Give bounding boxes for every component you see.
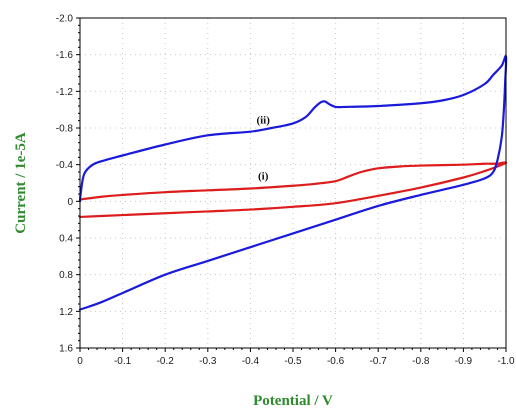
y-tick-label: 0.4: [59, 234, 73, 245]
x-tick-label: -0.2: [157, 356, 175, 367]
y-tick-label: -2.0: [56, 14, 74, 25]
data-series: [78, 54, 508, 311]
curve-label-1: (i): [258, 170, 269, 182]
y-tick-label: -1.6: [56, 50, 74, 61]
x-axis-label: Potential / V: [253, 393, 333, 409]
x-tick-label: -0.1: [114, 356, 132, 367]
grid-lines: [80, 18, 506, 348]
x-tick-label: -0.9: [455, 356, 473, 367]
y-tick-label: 1.6: [59, 344, 73, 355]
curve-label-2: (ii): [256, 114, 270, 126]
x-tick-label: -0.3: [199, 356, 217, 367]
series-line-1: [78, 161, 508, 219]
y-tick-label: -0.4: [56, 160, 74, 171]
x-tick-label: -0.8: [412, 356, 430, 367]
y-axis-ticks: -2.0 -1.6 -1.2 -0.8 -0.4 0 0.4 0.8 1.2 1.6: [56, 14, 80, 355]
y-axis-label: Current / 1e-5A: [13, 132, 29, 234]
x-tick-label: -0.7: [370, 356, 388, 367]
y-tick-label: 0.8: [59, 270, 73, 281]
y-tick-label: 0: [67, 197, 73, 208]
x-axis-ticks: 0 -0.1 -0.2 -0.3 -0.4 -0.5 -0.6 -0.7 -0.8 -0.9 -1.…: [77, 348, 515, 367]
y-tick-label: -0.8: [56, 124, 74, 135]
x-tick-label: -0.5: [284, 356, 302, 367]
curve-annotations: (i) (ii): [256, 114, 270, 182]
x-tick-label: -0.6: [327, 356, 345, 367]
x-tick-label: 0: [77, 356, 83, 367]
x-tick-label: -0.4: [242, 356, 260, 367]
y-tick-label: -1.2: [56, 87, 74, 98]
y-tick-label: 1.2: [59, 307, 73, 318]
series-line-2: [78, 54, 508, 311]
x-tick-label: -1.0: [497, 356, 515, 367]
